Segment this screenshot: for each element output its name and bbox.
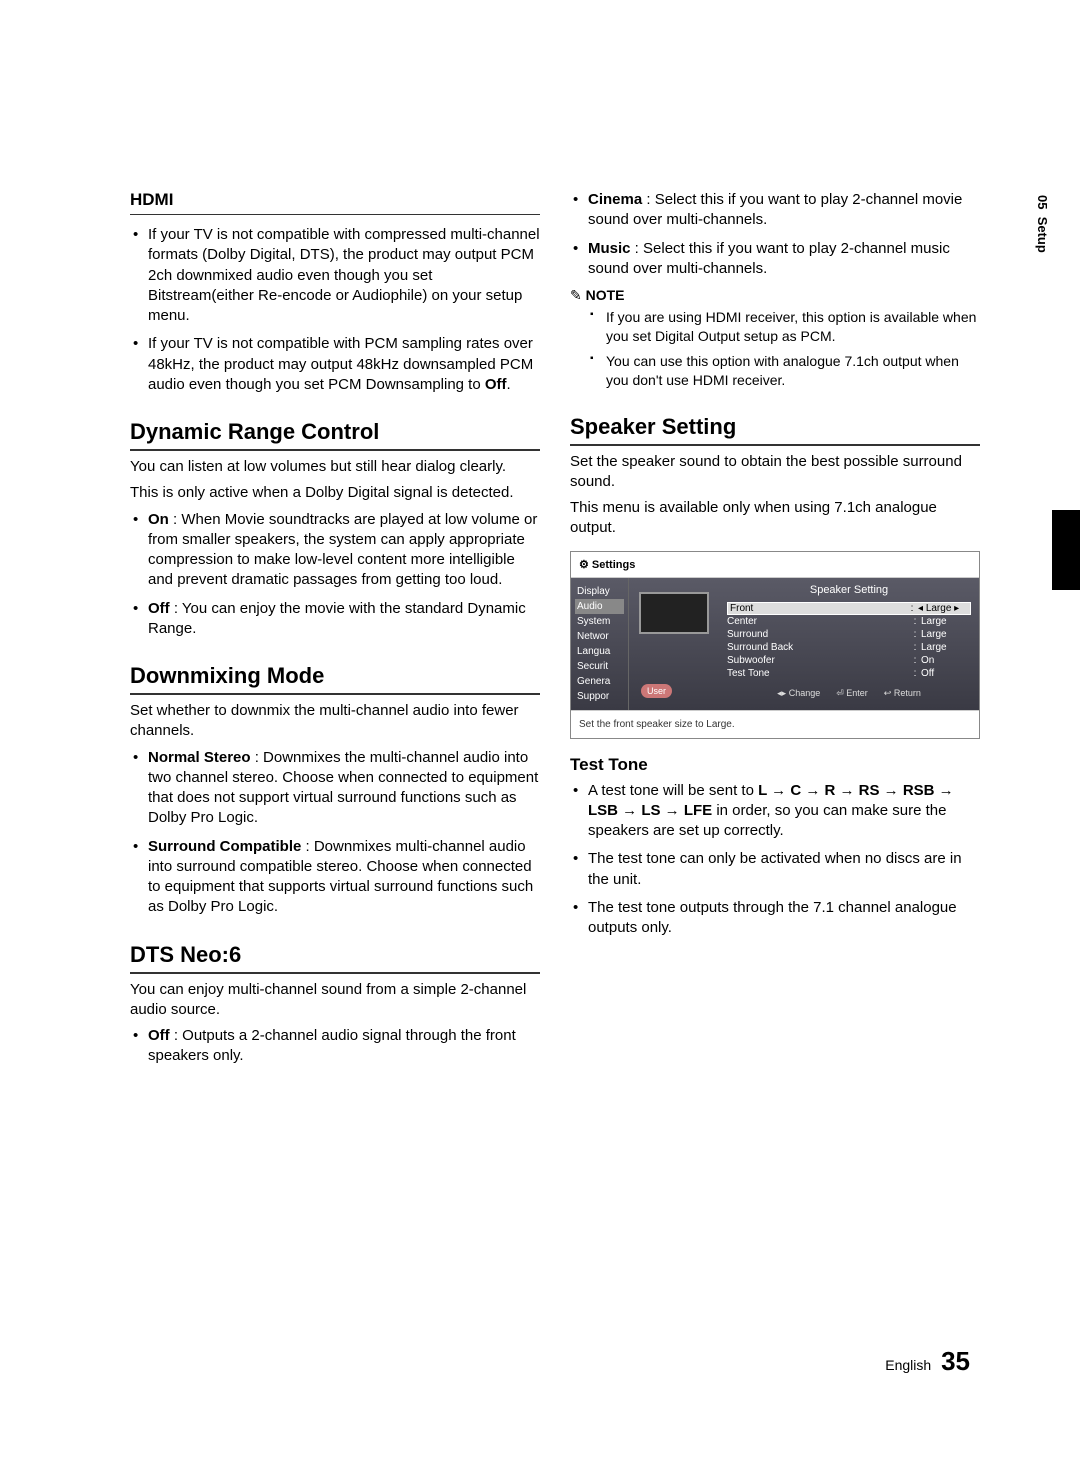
settings-option-row: Front:Large [727,602,971,615]
drc-list: On : When Movie soundtracks are played a… [130,510,540,640]
dts-heading: DTS Neo:6 [130,942,540,974]
right-column: Cinema : Select this if you want to play… [570,190,980,1075]
drc-on: On : When Movie soundtracks are played a… [148,510,540,591]
settings-sidebar-item: Genera [575,674,624,689]
downmix-surround: Surround Compatible : Downmixes multi-ch… [148,837,540,918]
page-footer: English 35 [885,1346,970,1377]
settings-nav-hints: ◂▸ Change ⏎ Enter ↩ Return [727,688,971,699]
option-value: Off [921,668,971,679]
testtone-2: The test tone can only be activated when… [588,849,980,890]
settings-option-row: Surround Back:Large [727,641,971,654]
settings-panel-title: Speaker Setting [727,584,971,596]
chapter-title: Setup [1035,217,1050,253]
testtone-heading: Test Tone [570,755,980,775]
drc-p2: This is only active when a Dolby Digital… [130,483,540,503]
nav-enter: ⏎ Enter [836,688,868,699]
tv-icon [639,592,709,634]
dts-music: Music : Select this if you want to play … [588,239,980,280]
drc-off: Off : You can enjoy the movie with the s… [148,599,540,640]
user-badge: User [641,684,672,698]
dts-p1: You can enjoy multi-channel sound from a… [130,980,540,1021]
settings-sidebar-item: Audio [575,599,624,614]
testtone-list: A test tone will be sent to L → C → R → … [570,781,980,939]
downmix-p1: Set whether to downmix the multi-channel… [130,701,540,742]
downmix-list: Normal Stereo : Downmixes the multi-chan… [130,748,540,918]
settings-option-row: Center:Large [727,615,971,628]
option-label: Front [730,603,906,614]
hdmi-heading: HDMI [130,190,540,215]
option-value: Large [918,603,968,614]
settings-screenshot: Settings DisplayAudioSystemNetworLanguaS… [570,551,980,739]
settings-option-row: Test Tone:Off [727,667,971,680]
dts-off: Off : Outputs a 2-channel audio signal t… [148,1026,540,1067]
settings-main: Speaker Setting Front:LargeCenter:LargeS… [719,578,979,710]
settings-preview: User [629,578,719,710]
nav-return: ↩ Return [884,688,921,699]
note-list: If you are using HDMI receiver, this opt… [570,308,980,390]
note-label: NOTE [570,287,980,304]
chapter-tab: 05 Setup [1035,195,1050,253]
option-label: Surround [727,629,909,640]
hdmi-item-2: If your TV is not compatible with PCM sa… [148,334,540,395]
option-label: Surround Back [727,642,909,653]
option-label: Test Tone [727,668,909,679]
page-edge-tab [1052,510,1080,590]
speaker-heading: Speaker Setting [570,414,980,446]
settings-footer: Set the front speaker size to Large. [571,710,979,738]
footer-lang: English [885,1357,931,1373]
option-value: Large [921,616,971,627]
chapter-number: 05 [1035,195,1050,209]
speaker-p1: Set the speaker sound to obtain the best… [570,452,980,493]
option-sep: : [909,616,921,627]
option-sep: : [906,603,918,614]
settings-sidebar-item: Display [575,584,624,599]
testtone-3: The test tone outputs through the 7.1 ch… [588,898,980,939]
settings-sidebar-item: Securit [575,659,624,674]
option-value: Large [921,642,971,653]
option-value: Large [921,629,971,640]
option-label: Subwoofer [727,655,909,666]
hdmi-item-1: If your TV is not compatible with compre… [148,225,540,326]
settings-sidebar-item: System [575,614,624,629]
dts-list: Off : Outputs a 2-channel audio signal t… [130,1026,540,1067]
dts-cinema: Cinema : Select this if you want to play… [588,190,980,231]
option-sep: : [909,629,921,640]
hdmi-list: If your TV is not compatible with compre… [130,225,540,395]
left-column: HDMI If your TV is not compatible with c… [130,190,540,1075]
downmix-normal: Normal Stereo : Downmixes the multi-chan… [148,748,540,829]
speaker-p2: This menu is available only when using 7… [570,498,980,539]
option-sep: : [909,642,921,653]
option-sep: : [909,668,921,679]
drc-p1: You can listen at low volumes but still … [130,457,540,477]
note-1: If you are using HDMI receiver, this opt… [606,308,980,346]
settings-title: Settings [571,552,979,578]
downmix-heading: Downmixing Mode [130,663,540,695]
testtone-1: A test tone will be sent to L → C → R → … [588,781,980,842]
footer-page: 35 [941,1346,970,1376]
settings-sidebar-item: Suppor [575,689,624,704]
settings-sidebar-item: Langua [575,644,624,659]
settings-option-row: Surround:Large [727,628,971,641]
nav-change: ◂▸ Change [777,688,820,699]
dts-cont-list: Cinema : Select this if you want to play… [570,190,980,279]
settings-option-row: Subwoofer:On [727,654,971,667]
settings-sidebar: DisplayAudioSystemNetworLanguaSecuritGen… [571,578,629,710]
drc-heading: Dynamic Range Control [130,419,540,451]
option-value: On [921,655,971,666]
note-2: You can use this option with analogue 7.… [606,352,980,390]
option-sep: : [909,655,921,666]
settings-sidebar-item: Networ [575,629,624,644]
option-label: Center [727,616,909,627]
